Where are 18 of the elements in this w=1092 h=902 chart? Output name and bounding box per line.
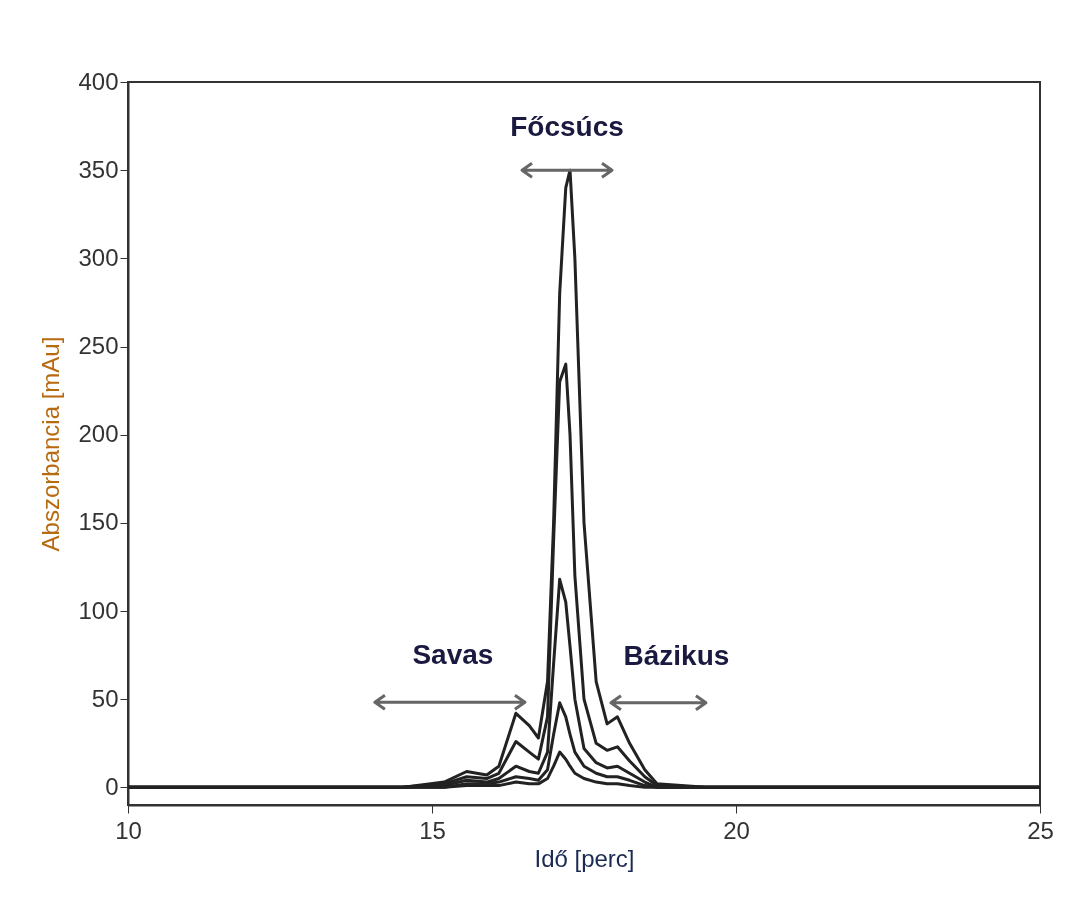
y-tick-label: 200	[78, 420, 119, 448]
y-tick-label: 300	[78, 243, 119, 271]
annotation: Főcsúcs	[510, 111, 624, 143]
annotation: Savas	[412, 639, 494, 671]
x-tick-label: 10	[115, 816, 142, 844]
y-tick-label: 400	[78, 67, 119, 95]
y-tick-label: 150	[78, 508, 119, 536]
x-axis-title: Idő [perc]	[534, 844, 635, 872]
x-tick-label: 20	[723, 816, 750, 844]
x-tick-label: 15	[419, 816, 446, 844]
y-axis-title: Abszorbancia [mAu]	[37, 336, 65, 552]
y-tick-label: 250	[78, 332, 119, 360]
y-tick-label: 50	[91, 684, 119, 712]
x-tick-label: 25	[1027, 816, 1054, 844]
annotation: Bázikus	[623, 639, 730, 671]
y-tick-label: 0	[105, 772, 119, 800]
y-tick-label: 100	[78, 596, 119, 624]
y-tick-label: 350	[78, 155, 119, 183]
